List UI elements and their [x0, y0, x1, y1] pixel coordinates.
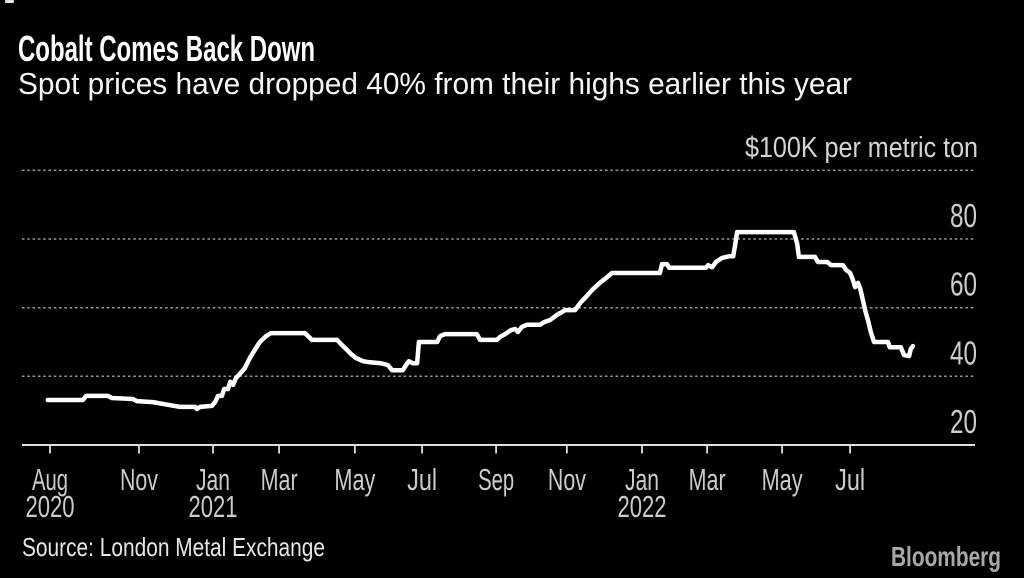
y-gridlines [22, 169, 975, 378]
y-tick-labels: 80 60 40 20 [950, 197, 977, 440]
y-axis-unit-label: $100K per metric ton [745, 132, 978, 164]
x-tick-label-month: Jul [835, 462, 865, 497]
x-tick-label-month: Jul [407, 462, 437, 497]
y-tick-label-20: 20 [950, 403, 977, 440]
x-tick-label-year: 2021 [189, 489, 238, 524]
x-tick-label-month: May [762, 462, 803, 497]
x-tick-label-month: Jan [196, 462, 230, 497]
x-tick-label-month: Sep [478, 462, 514, 497]
x-tick-label-month: Jan [625, 462, 659, 497]
x-tick-label-year: 2022 [618, 489, 667, 524]
y-tick-label-80: 80 [950, 197, 977, 234]
x-tick-label-month: Mar [261, 462, 298, 497]
cobalt-price-line [45, 229, 916, 412]
y-tick-label-40: 40 [950, 334, 977, 371]
x-tick-label-month: Mar [689, 462, 726, 497]
x-tick-label-month: Nov [548, 462, 586, 497]
chart-title: Cobalt Comes Back Down [18, 28, 315, 69]
source-credit: Source: London Metal Exchange [22, 532, 325, 562]
x-tick-label-month: Aug [32, 462, 68, 497]
chart-subtitle: Spot prices have dropped 40% from their … [18, 66, 852, 101]
bloomberg-logo: Bloomberg [891, 541, 1001, 572]
top-left-artifact [5, 0, 14, 3]
y-tick-label-60: 60 [950, 266, 977, 303]
x-tick-label-month: Nov [120, 462, 158, 497]
x-tick-label-month: May [334, 462, 375, 497]
x-tick-label-year: 2020 [26, 489, 75, 524]
